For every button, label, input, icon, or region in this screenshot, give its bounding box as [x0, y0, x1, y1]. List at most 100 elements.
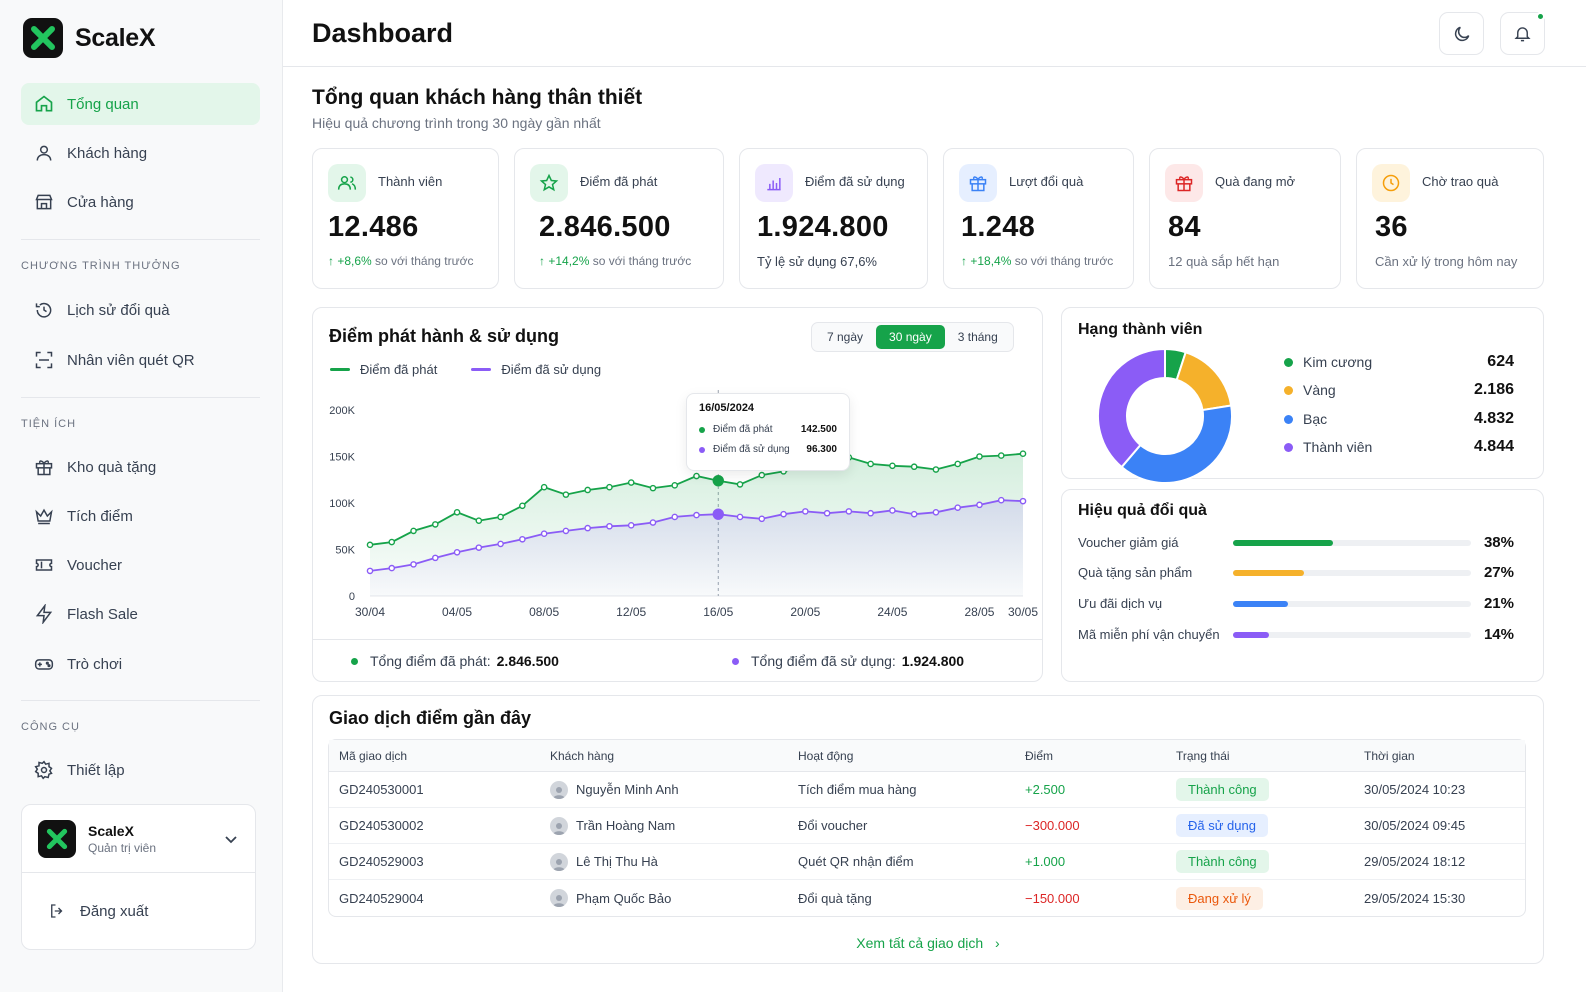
tier-member: Thành viên 4.844 — [1284, 438, 1514, 456]
column-header[interactable]: Thời gian — [1354, 740, 1525, 772]
status-badge: Thành công — [1176, 850, 1269, 873]
stat-card-members[interactable]: Thành viên 12.486 ↑ +8,6% so với tháng t… — [312, 148, 499, 289]
stat-card-points-issued[interactable]: Điểm đã phát 2.846.500 ↑ +14,2% so với t… — [514, 148, 724, 289]
cell-status: Đang xử lý — [1166, 880, 1354, 916]
tier-silver: Bạc 4.832 — [1284, 410, 1514, 428]
data-point — [932, 508, 940, 516]
stat-value: 1.924.800 — [757, 211, 889, 243]
sidebar-item-flash-sale[interactable]: Flash Sale — [21, 593, 260, 635]
history-icon — [33, 299, 55, 321]
sidebar-item-settings[interactable]: Thiết lập — [21, 749, 260, 791]
x-tick-label: 28/05 — [964, 605, 994, 619]
theme-toggle-button[interactable] — [1439, 12, 1484, 55]
user-switcher[interactable]: ScaleX Quản trị viên — [22, 805, 255, 873]
sidebar-item-points[interactable]: Tích điểm — [21, 495, 260, 537]
sidebar-item-overview[interactable]: Tổng quan — [21, 83, 260, 125]
sidebar-item-customers[interactable]: Khách hàng — [21, 132, 260, 174]
cell-customer: Lê Thị Thu Hà — [540, 844, 788, 880]
sidebar-item-label: Kho quà tặng — [67, 458, 157, 476]
sidebar-item-gift-store[interactable]: Kho quà tặng — [21, 446, 260, 488]
stat-footnote: 12 quà sắp hết hạn — [1168, 254, 1280, 269]
data-point — [736, 513, 744, 521]
stat-card-redemptions[interactable]: Lượt đổi quà 1.248 ↑ +18,4% so với tháng… — [943, 148, 1134, 289]
data-point — [453, 548, 461, 556]
range-30d-button[interactable]: 30 ngày — [876, 325, 945, 349]
cell-id: GD240530001 — [329, 772, 540, 808]
redeem-bar-fill — [1233, 631, 1269, 638]
column-header[interactable]: Mã giao dịch — [329, 740, 540, 772]
status-badge: Đang xử lý — [1176, 886, 1263, 910]
sidebar-item-label: Cửa hàng — [67, 193, 134, 211]
range-7d-button[interactable]: 7 ngày — [827, 330, 864, 344]
data-point — [366, 541, 374, 549]
data-point — [1019, 497, 1027, 505]
sidebar-item-redeem-history[interactable]: Lịch sử đổi quà — [21, 289, 260, 331]
moon-icon — [1454, 26, 1469, 41]
data-point — [649, 519, 657, 526]
cell-time: 29/05/2024 18:12 — [1354, 844, 1525, 880]
view-all-transactions-link[interactable]: Xem tất cả giao dịch › — [856, 935, 1000, 951]
transactions-table: Mã giao dịch Khách hàng Hoạt động Điểm T… — [328, 739, 1526, 917]
data-point — [997, 496, 1005, 504]
range-3m-button[interactable]: 3 tháng — [957, 330, 998, 344]
notification-dot — [1536, 12, 1545, 21]
table-row[interactable]: GD240530002 Trần Hoàng Nam Đổi voucher −… — [329, 808, 1525, 844]
donut-slice[interactable] — [1097, 347, 1166, 469]
data-point — [1019, 450, 1027, 458]
stat-value: 36 — [1375, 211, 1408, 243]
column-header[interactable]: Trạng thái — [1166, 740, 1354, 772]
logout-button[interactable]: Đăng xuất — [22, 873, 255, 949]
chevron-down-icon[interactable] — [223, 831, 239, 847]
column-header[interactable]: Điểm — [1015, 740, 1166, 772]
chart-footer: Tổng điểm đã phát: 2.846.500 Tổng điểm đã… — [313, 639, 1042, 681]
cell-customer: Nguyễn Minh Anh — [540, 772, 788, 808]
data-point — [432, 521, 439, 528]
donut-slice[interactable] — [1120, 404, 1233, 484]
sidebar-item-voucher[interactable]: Voucher — [21, 544, 260, 586]
data-point — [976, 453, 983, 460]
data-point — [867, 509, 874, 517]
x-tick-label: 04/05 — [442, 605, 472, 619]
stat-card-open-gifts[interactable]: Quà đang mở 84 12 quà sắp hết hạn — [1149, 148, 1341, 289]
table-row[interactable]: GD240530001 Nguyễn Minh Anh Tích điểm mu… — [329, 772, 1525, 808]
stat-card-points-used[interactable]: Điểm đã sử dụng 1.924.800 Tỷ lệ sử dụng … — [739, 148, 928, 289]
cell-status: Thành công — [1166, 772, 1354, 808]
notification-button[interactable] — [1500, 12, 1545, 55]
data-point — [519, 535, 526, 543]
stat-label: Điểm đã phát — [580, 174, 658, 189]
column-header[interactable]: Hoạt động — [788, 740, 1015, 772]
data-point — [997, 452, 1005, 459]
brand[interactable]: ScaleX — [23, 18, 156, 58]
sidebar-item-stores[interactable]: Cửa hàng — [21, 181, 260, 223]
sidebar-divider — [21, 239, 260, 240]
status-badge: Thành công — [1176, 778, 1269, 801]
tiers-title: Hạng thành viên — [1078, 321, 1203, 338]
tier-gold: Vàng 2.186 — [1284, 381, 1514, 399]
status-badge: Đã sử dụng — [1176, 814, 1268, 837]
data-point — [606, 522, 613, 530]
tiers-donut-chart[interactable] — [1095, 346, 1235, 486]
section-label-utils: TIỆN ÍCH — [21, 418, 77, 430]
cell-activity: Đổi quà tặng — [798, 890, 872, 906]
legend-item-used: Điểm đã sử dụng — [471, 362, 601, 377]
avatar — [550, 852, 568, 871]
points-line-chart[interactable]: 0 50K 100K 150K 200K 30/04 04/05 08/05 12/05 16/0… — [313, 370, 1044, 640]
data-point — [802, 508, 809, 515]
data-point — [606, 483, 613, 491]
logout-icon — [51, 904, 63, 918]
data-point — [693, 511, 700, 519]
crown-icon — [33, 505, 55, 527]
table-row[interactable]: GD240529004 Phạm Quốc Bảo Đổi quà tặng −… — [329, 880, 1525, 916]
data-point — [497, 513, 504, 521]
gift-box-icon — [1165, 164, 1203, 202]
column-header[interactable]: Khách hàng — [540, 740, 788, 772]
sidebar-item-games[interactable]: Trò chơi — [21, 643, 260, 685]
stat-card-pending-gifts[interactable]: Chờ trao quà 36 Cần xử lý trong hôm nay — [1356, 148, 1544, 289]
settings-icon — [33, 759, 55, 781]
table-row[interactable]: GD240529003 Lê Thị Thu Hà Quét QR nhận đ… — [329, 844, 1525, 880]
redeem-bar-fill — [1233, 569, 1305, 576]
sidebar-item-qr-staff[interactable]: Nhân viên quét QR — [21, 339, 260, 381]
data-point — [712, 508, 724, 520]
donut-slice[interactable] — [1175, 351, 1233, 412]
trend-up-icon: ↑ — [961, 254, 967, 268]
